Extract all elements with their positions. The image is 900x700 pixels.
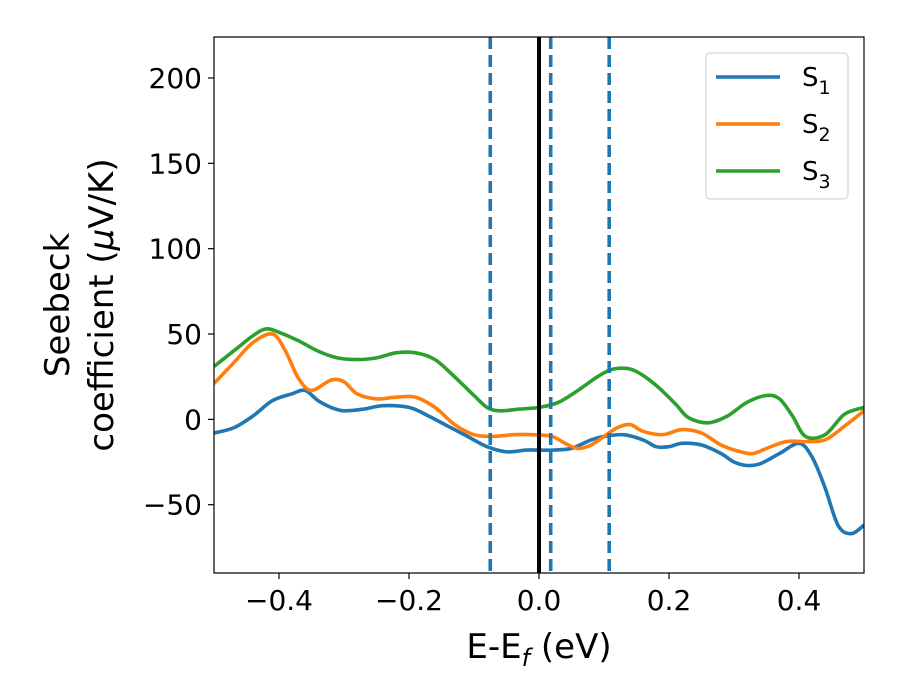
y-tick-label: 150	[149, 147, 202, 180]
y-tick-label: 200	[149, 62, 202, 95]
x-tick-label: −0.2	[375, 584, 443, 617]
x-tick-label: 0.4	[777, 584, 822, 617]
series-line-S1	[214, 388, 864, 536]
x-tick-label: 0.2	[647, 584, 692, 617]
x-tick-label: −0.4	[245, 584, 313, 617]
legend-box	[705, 52, 849, 200]
y-axis-ticks: −50 0 50 100 150 200	[143, 62, 214, 522]
x-tick-label: 0.0	[517, 584, 562, 617]
y-axis-label: Seebeck coefficient (μV/K)	[38, 158, 122, 451]
legend-label-S3: S3	[802, 157, 831, 193]
x-axis-label: E-Ef (eV)	[466, 627, 611, 672]
legend: S1 S2 S3	[705, 52, 849, 200]
vline-layer	[488, 37, 612, 573]
y-tick-label: 100	[149, 233, 202, 266]
y-axis-label-line1: Seebeck	[38, 233, 78, 378]
y-tick-label: 0	[184, 403, 202, 436]
legend-label-S1: S1	[802, 63, 831, 99]
series-line-S3	[214, 326, 864, 441]
legend-label-S2: S2	[802, 110, 831, 146]
x-axis-ticks: −0.4 −0.2 0.0 0.2 0.4	[245, 573, 821, 617]
y-tick-label: −50	[143, 489, 202, 522]
y-axis-label-line2: coefficient (μV/K)	[82, 158, 122, 451]
y-tick-label: 50	[166, 318, 202, 351]
